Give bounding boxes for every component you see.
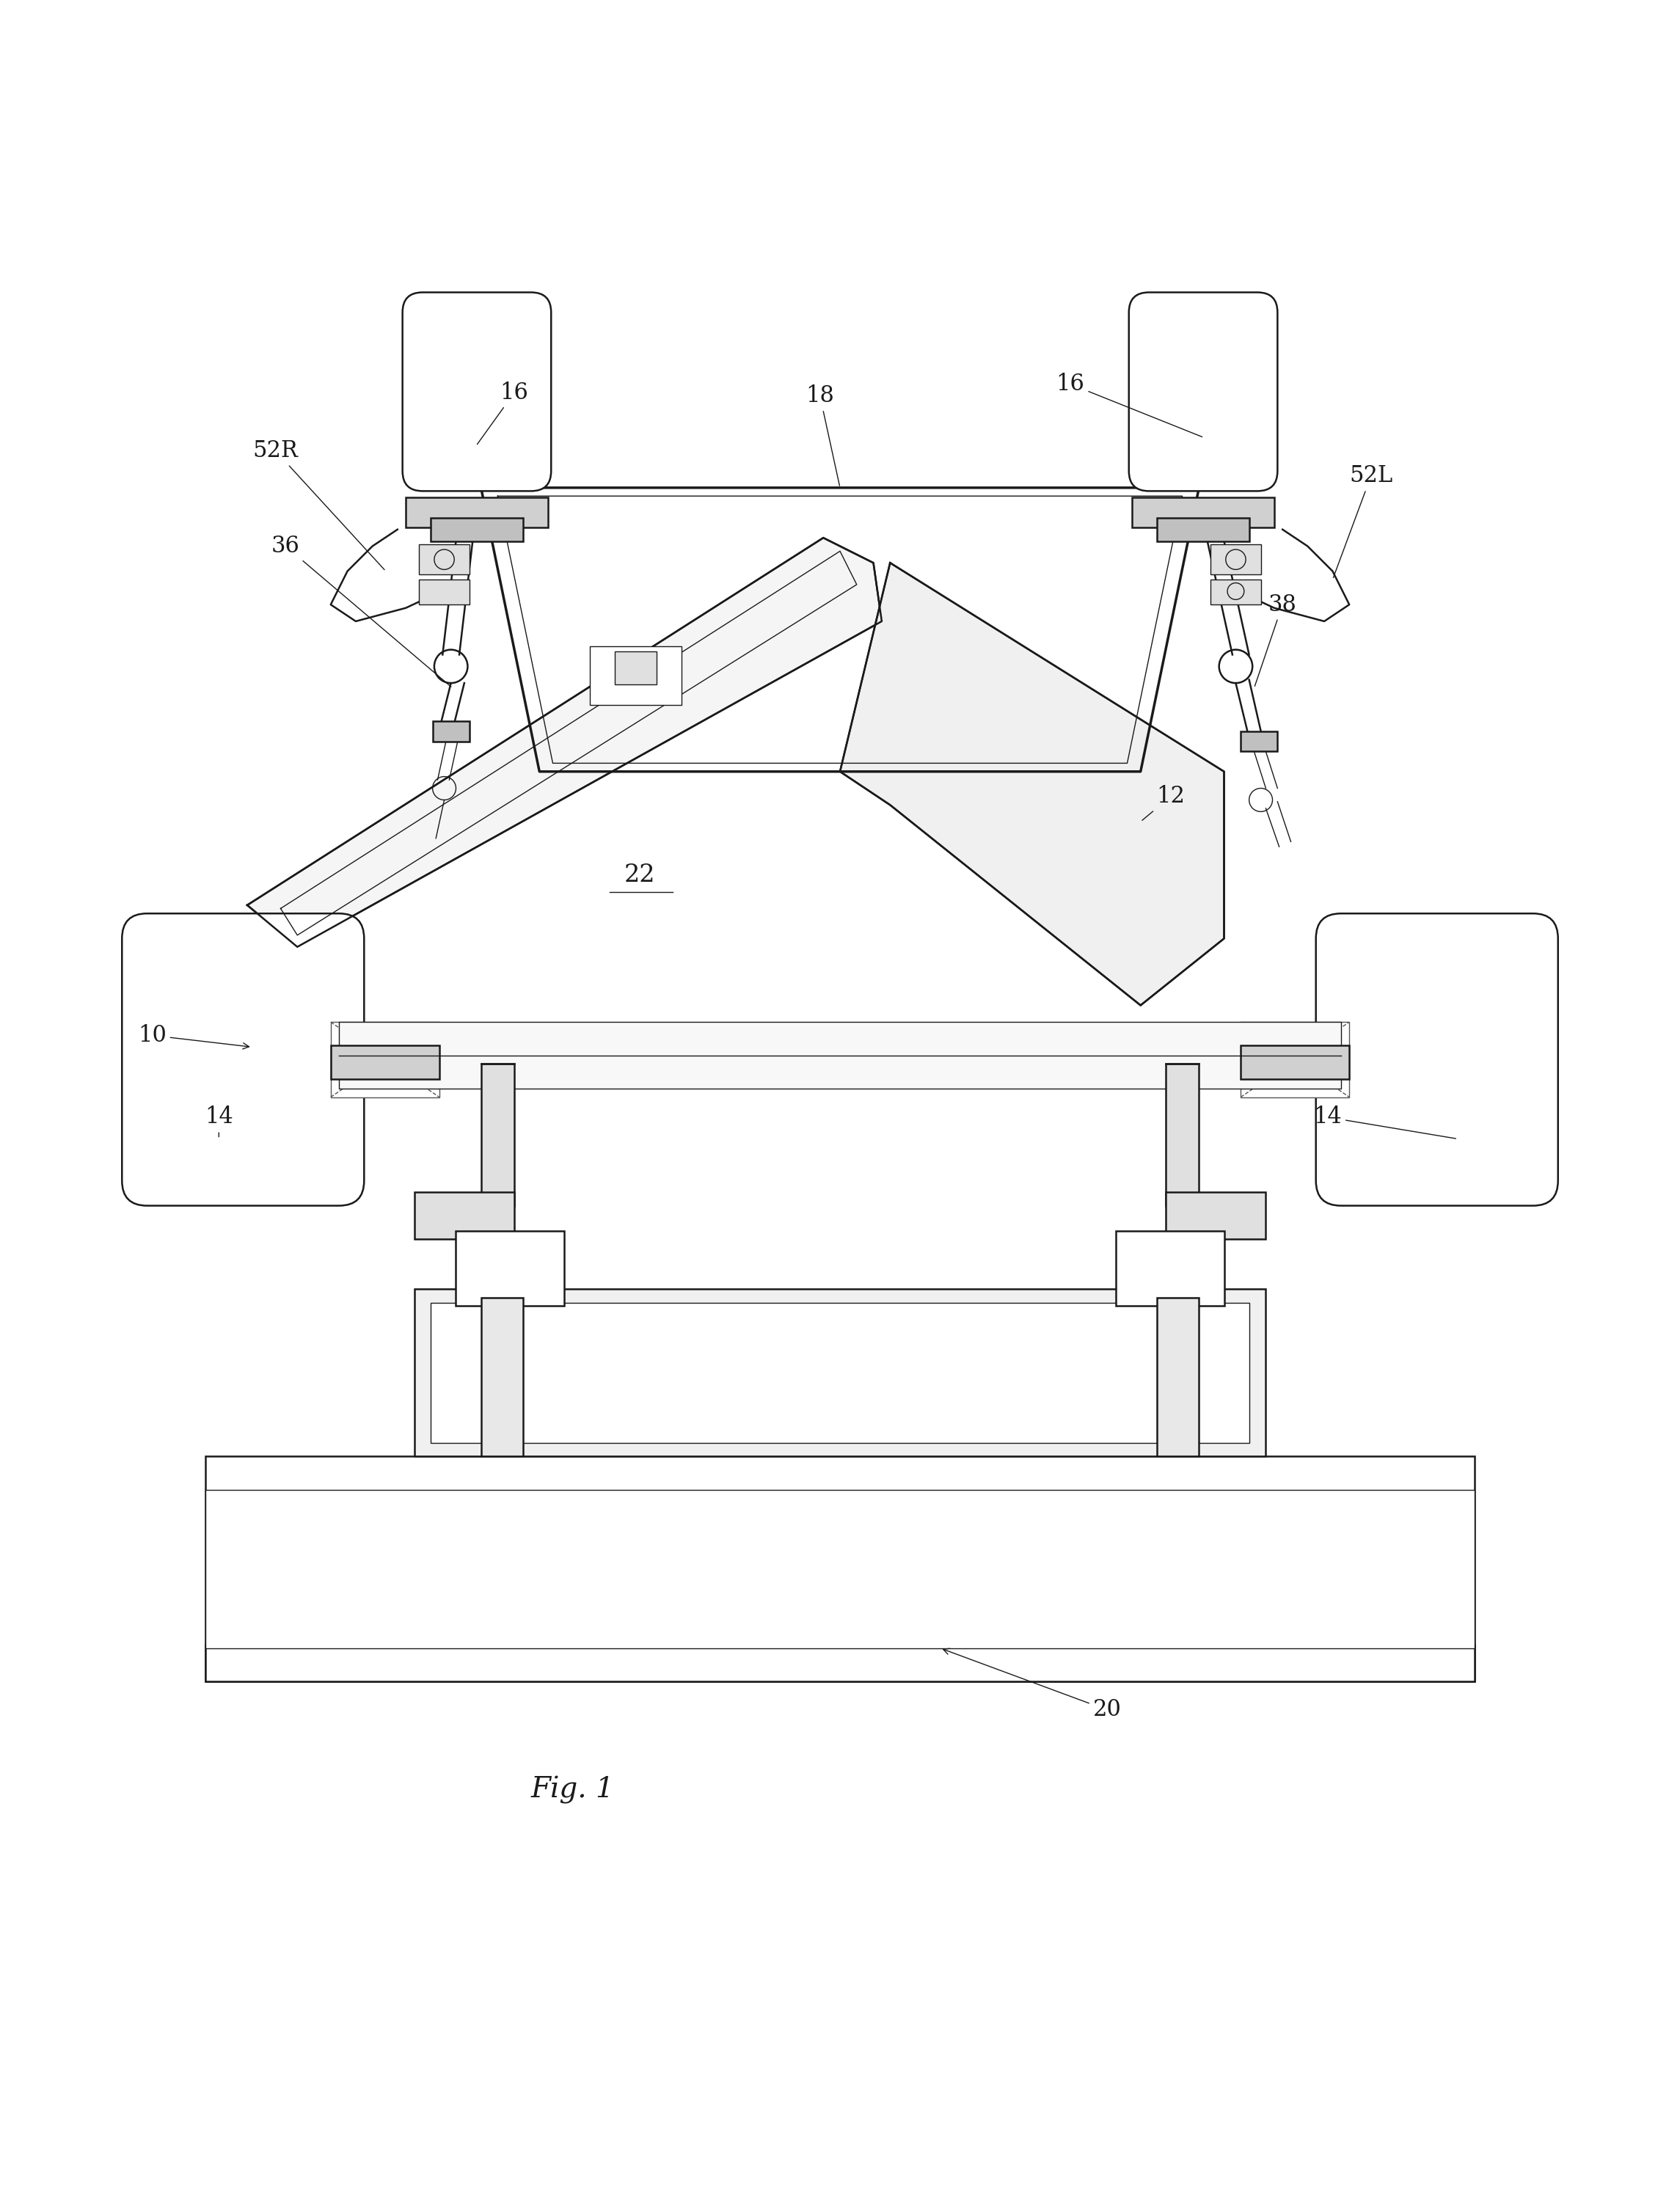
Bar [1211,579,1260,604]
Bar [1158,1298,1200,1457]
Text: 16: 16 [477,380,529,444]
Bar [205,1645,1475,1683]
Text: 20: 20 [942,1649,1122,1722]
Text: 52R: 52R [254,440,385,570]
Text: 10: 10 [138,1024,249,1048]
Text: 14: 14 [205,1106,234,1136]
Text: 14: 14 [1314,1106,1457,1139]
Bar [480,1298,522,1457]
Bar [1242,732,1277,752]
Bar [1116,1232,1225,1307]
Bar [415,1289,1265,1457]
Text: 16: 16 [1057,374,1203,438]
Bar [432,721,469,741]
Bar [430,517,522,542]
Bar [1242,1021,1349,1097]
Text: 36: 36 [272,535,450,688]
Text: 18: 18 [806,385,840,486]
FancyBboxPatch shape [123,913,365,1205]
Bar [407,497,548,528]
Text: 12: 12 [1142,785,1184,820]
Bar [430,1302,1250,1444]
Bar [331,1046,438,1079]
FancyBboxPatch shape [1129,292,1277,491]
Bar [480,1063,514,1205]
Bar [1242,1046,1349,1079]
Bar [615,652,657,685]
Text: 38: 38 [1255,593,1297,685]
Polygon shape [840,564,1225,1006]
Bar [205,1490,1475,1647]
Text: 52L: 52L [1334,464,1393,577]
Polygon shape [247,537,882,946]
Bar [339,1021,1341,1088]
Bar [420,579,469,604]
Text: 22: 22 [623,862,655,887]
Bar [1166,1063,1200,1205]
Bar [1211,544,1260,575]
Bar [1166,1192,1265,1238]
FancyBboxPatch shape [1315,913,1557,1205]
Bar [415,1192,514,1238]
Bar [1132,497,1273,528]
Bar [1158,517,1250,542]
Bar [455,1232,564,1307]
Bar [590,646,682,705]
Bar [205,1457,1475,1683]
Bar [420,544,469,575]
FancyBboxPatch shape [403,292,551,491]
Text: Fig. 1: Fig. 1 [531,1775,615,1804]
Bar [331,1021,438,1097]
